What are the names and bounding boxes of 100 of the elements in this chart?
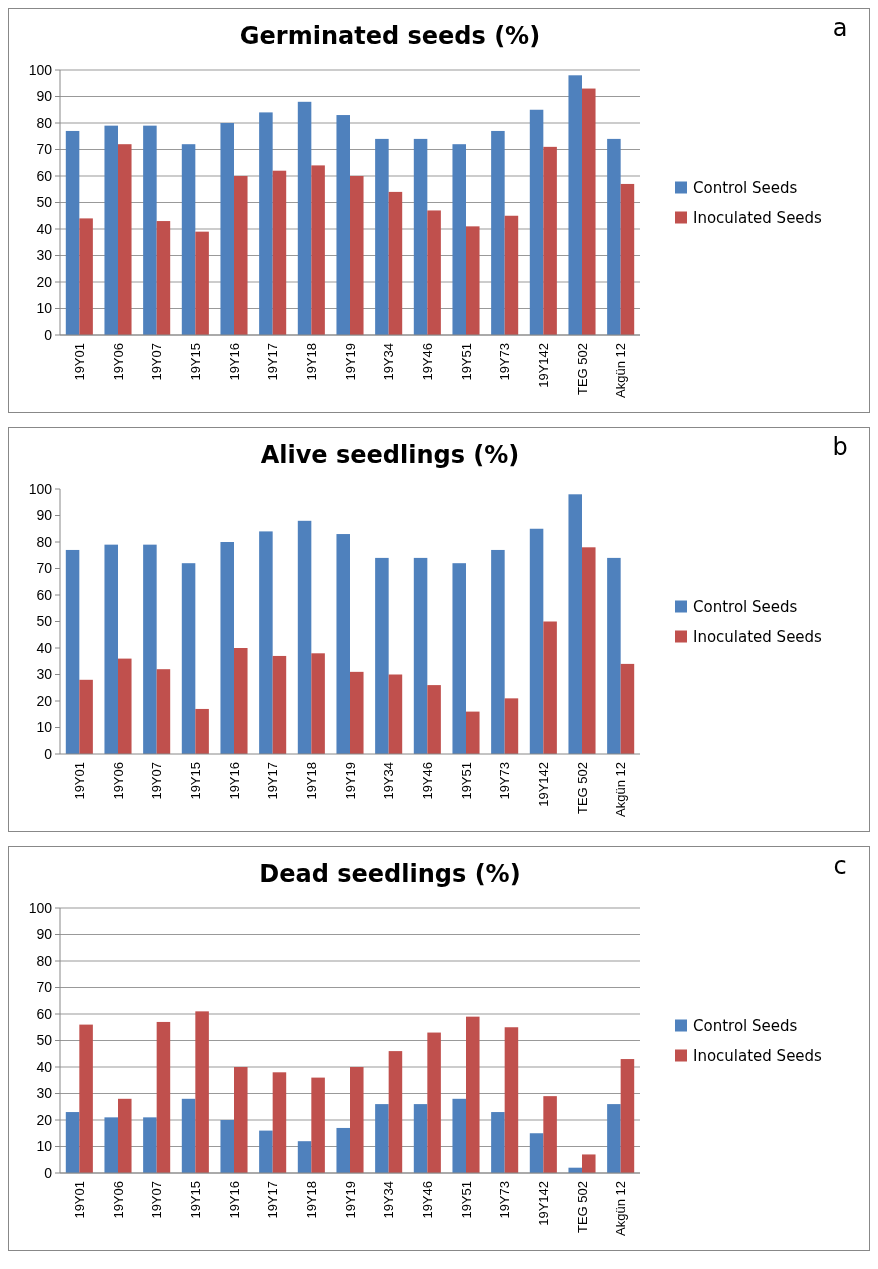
bar — [104, 1117, 118, 1173]
bar — [297, 520, 312, 754]
legend-label: Control Seeds — [693, 178, 798, 197]
legend-label: Inoculated Seeds — [693, 1046, 823, 1065]
x-tick-label: 19Y07 — [149, 762, 165, 800]
bar — [504, 698, 519, 754]
x-tick-label: TEG 502 — [574, 762, 590, 815]
x-tick-label: 19Y142 — [535, 343, 551, 388]
bar — [181, 1098, 196, 1173]
bar — [220, 1120, 234, 1173]
x-tick-label: TEG 502 — [574, 343, 590, 396]
y-tick-label: 30 — [36, 666, 53, 683]
x-tick-label: 19Y73 — [497, 1181, 513, 1219]
bar — [620, 1059, 635, 1173]
x-tick-label: 19Y46 — [419, 762, 435, 800]
x-tick-label: 19Y142 — [535, 1181, 551, 1226]
y-tick-label: 30 — [36, 1085, 53, 1102]
legend-label: Control Seeds — [693, 597, 798, 616]
x-tick-label: 19Y15 — [187, 343, 203, 381]
bar — [466, 711, 480, 754]
y-tick-label: 100 — [28, 61, 53, 78]
y-tick-label: 10 — [36, 300, 53, 317]
bar — [504, 215, 519, 335]
text: b — [832, 433, 848, 461]
x-tick-label: 19Y18 — [303, 762, 319, 800]
x-tick-label: 19Y73 — [497, 343, 513, 381]
bar — [375, 557, 389, 754]
x-tick-label: 19Y17 — [265, 1181, 281, 1219]
bar — [311, 165, 325, 335]
bar — [336, 1127, 350, 1173]
bar — [504, 1027, 519, 1173]
y-tick-label: 10 — [36, 1138, 53, 1155]
y-tick-label: 100 — [28, 899, 53, 916]
bar — [350, 1067, 364, 1173]
x-tick-label: 19Y01 — [71, 1181, 87, 1219]
x-tick-label: Akgün 12 — [613, 762, 629, 817]
y-tick-label: 20 — [36, 273, 53, 290]
bar — [297, 1141, 312, 1173]
x-tick-label: 19Y15 — [187, 762, 203, 800]
bar — [543, 1096, 557, 1173]
y-tick-label: 70 — [36, 141, 53, 158]
y-tick-label: 40 — [36, 1058, 53, 1075]
bar — [195, 231, 209, 335]
y-tick-label: 50 — [36, 613, 53, 630]
bar — [156, 221, 171, 335]
bar — [311, 1077, 325, 1173]
chart-title: Alive seedlings (%) — [260, 441, 520, 469]
legend-label: Inoculated Seeds — [693, 627, 823, 646]
bar — [529, 1133, 544, 1173]
bar — [181, 563, 196, 754]
x-tick-label: 19Y07 — [149, 1181, 165, 1219]
bar — [272, 655, 287, 754]
x-tick-label: TEG 502 — [574, 1181, 590, 1234]
x-tick-label: 19Y18 — [303, 343, 319, 381]
bar — [466, 226, 480, 335]
bar — [388, 1051, 403, 1173]
bar — [336, 534, 350, 754]
y-tick-label: 70 — [36, 979, 53, 996]
bar — [568, 494, 582, 754]
bar — [195, 708, 209, 754]
x-tick-label: 19Y19 — [342, 343, 358, 381]
bar — [452, 1098, 466, 1173]
bar — [620, 663, 635, 754]
bar — [118, 144, 132, 335]
bar — [118, 1098, 132, 1173]
x-tick-label: Akgün 12 — [613, 343, 629, 398]
x-tick-label: 19Y34 — [381, 343, 397, 381]
bar — [607, 1104, 621, 1173]
bar — [118, 658, 132, 754]
x-tick-label: 19Y18 — [303, 1181, 319, 1219]
bar — [272, 1072, 287, 1173]
y-tick-label: 60 — [36, 167, 53, 184]
x-tick-label: 19Y46 — [419, 343, 435, 381]
bar — [491, 130, 505, 335]
bar — [350, 671, 364, 754]
x-tick-label: 19Y16 — [226, 762, 242, 800]
chart-title: Germinated seeds (%) — [239, 22, 541, 50]
bar — [491, 549, 505, 754]
bar — [143, 125, 157, 335]
bar — [259, 531, 273, 754]
bar — [79, 1024, 93, 1173]
y-tick-label: 100 — [28, 480, 53, 497]
bar — [427, 685, 441, 754]
bar — [259, 1130, 273, 1173]
bar — [388, 191, 403, 335]
bar — [156, 669, 171, 754]
bar — [259, 112, 273, 335]
y-tick-label: 10 — [36, 719, 53, 736]
bar — [297, 101, 312, 335]
y-tick-label: 70 — [36, 560, 53, 577]
y-tick-label: 40 — [36, 220, 53, 237]
x-tick-label: 19Y06 — [110, 762, 126, 800]
x-tick-label: 19Y19 — [342, 762, 358, 800]
y-tick-label: 90 — [36, 926, 53, 943]
bar — [582, 547, 596, 754]
bar — [234, 176, 248, 335]
bar — [65, 549, 80, 754]
bar — [79, 218, 93, 335]
y-tick-label: 0 — [44, 326, 53, 343]
legend-label: Control Seeds — [693, 1016, 798, 1035]
